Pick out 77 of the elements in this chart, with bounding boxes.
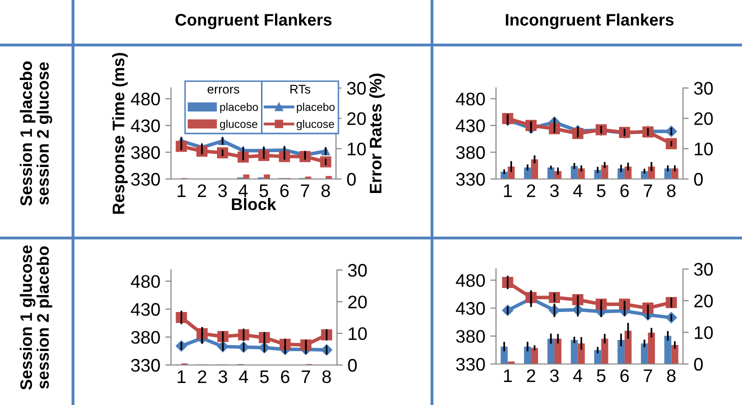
- y2-tick-label: 30: [348, 264, 367, 277]
- y2-tick-label: 20: [348, 296, 367, 308]
- y2-tick-label: 20: [694, 112, 713, 126]
- y2-tick-label: 10: [694, 142, 713, 156]
- x-tick-label: 6: [281, 370, 290, 384]
- y-tick-label: 430: [130, 303, 160, 316]
- x-tick-label: 1: [504, 370, 512, 382]
- y2-tick-label: 20: [347, 112, 366, 126]
- y-tick-label: 430: [456, 119, 485, 132]
- legend-label: glucose: [296, 120, 334, 130]
- y-tick-label: 380: [456, 330, 485, 343]
- x-tick-label: 4: [573, 184, 582, 197]
- y-tick-label: 480: [130, 275, 160, 288]
- chart-title: Congruent Flankers: [175, 13, 332, 30]
- x-tick-label: 6: [280, 184, 289, 198]
- y2-tick-label: 30: [694, 262, 713, 276]
- x-tick-label: 3: [218, 370, 228, 384]
- y-tick-label: 330: [131, 172, 160, 186]
- y-tick-label: 330: [131, 358, 160, 372]
- y-tick-label: 480: [456, 274, 485, 287]
- annotation: RTs: [290, 84, 310, 94]
- y-tick-label: 380: [131, 146, 160, 159]
- y2-tick-label: 0: [348, 358, 357, 372]
- x-tick-label: 7: [300, 184, 310, 197]
- y-tick-label: 430: [456, 302, 485, 315]
- y2-axis-title: Error Rates (%): [369, 74, 385, 194]
- y-tick-label: 380: [131, 330, 160, 344]
- x-tick-label: 4: [573, 370, 582, 382]
- x-tick-label: 5: [596, 370, 606, 382]
- x-tick-label: 1: [178, 370, 186, 383]
- y-tick-label: 480: [130, 92, 160, 106]
- x-tick-label: 8: [667, 369, 676, 382]
- annotation: errors: [208, 86, 240, 94]
- y-tick-label: 330: [456, 358, 485, 371]
- x-tick-label: 2: [526, 184, 536, 197]
- x-tick-label: 6: [620, 184, 629, 198]
- x-tick-label: 1: [178, 184, 186, 197]
- y2-tick-label: 10: [348, 142, 366, 156]
- y2-tick-label: 10: [348, 327, 367, 340]
- x-tick-label: 7: [644, 370, 652, 382]
- x-tick-label: 7: [644, 184, 652, 197]
- x-tick-label: 4: [238, 184, 248, 197]
- x-tick-label: 7: [302, 370, 310, 383]
- y2-tick-label: 20: [694, 294, 713, 308]
- y-tick-label: 380: [456, 146, 485, 159]
- chart-title: Incongruent Flankers: [506, 13, 674, 30]
- x-tick-label: 3: [218, 184, 227, 198]
- x-tick-label: 5: [260, 370, 269, 384]
- text: Session 1 glucose session 2 placebo: [20, 245, 52, 390]
- y2-tick-label: 0: [347, 172, 356, 186]
- x-tick-label: 8: [667, 184, 676, 198]
- legend-label: placebo: [296, 102, 335, 114]
- y2-tick-label: 0: [694, 172, 703, 186]
- y-tick-label: 430: [130, 119, 160, 132]
- x-tick-label: 3: [550, 369, 559, 382]
- x-axis-title: Block: [232, 198, 276, 210]
- legend-label: glucose: [220, 120, 258, 130]
- x-tick-label: 2: [198, 184, 206, 197]
- y2-tick-label: 0: [694, 358, 703, 371]
- y2-tick-label: 30: [347, 82, 366, 95]
- y-tick-label: 330: [456, 172, 485, 186]
- x-tick-label: 2: [198, 370, 206, 383]
- y2-tick-label: 10: [694, 326, 713, 340]
- x-tick-label: 1: [504, 184, 512, 197]
- legend-label: placebo: [220, 102, 258, 114]
- x-tick-label: 8: [322, 370, 331, 384]
- y-tick-label: 480: [456, 92, 485, 106]
- x-tick-label: 5: [260, 184, 268, 198]
- y2-tick-label: 30: [694, 82, 713, 95]
- x-tick-label: 4: [239, 370, 248, 383]
- x-tick-label: 8: [321, 184, 330, 198]
- text: Session 1 placebo session 2 glucose: [20, 61, 52, 206]
- x-tick-label: 2: [526, 369, 536, 382]
- x-tick-label: 6: [620, 369, 629, 382]
- y-axis-title: Response Time (ms): [112, 52, 128, 214]
- x-tick-label: 3: [550, 184, 559, 198]
- x-tick-label: 5: [596, 184, 606, 198]
